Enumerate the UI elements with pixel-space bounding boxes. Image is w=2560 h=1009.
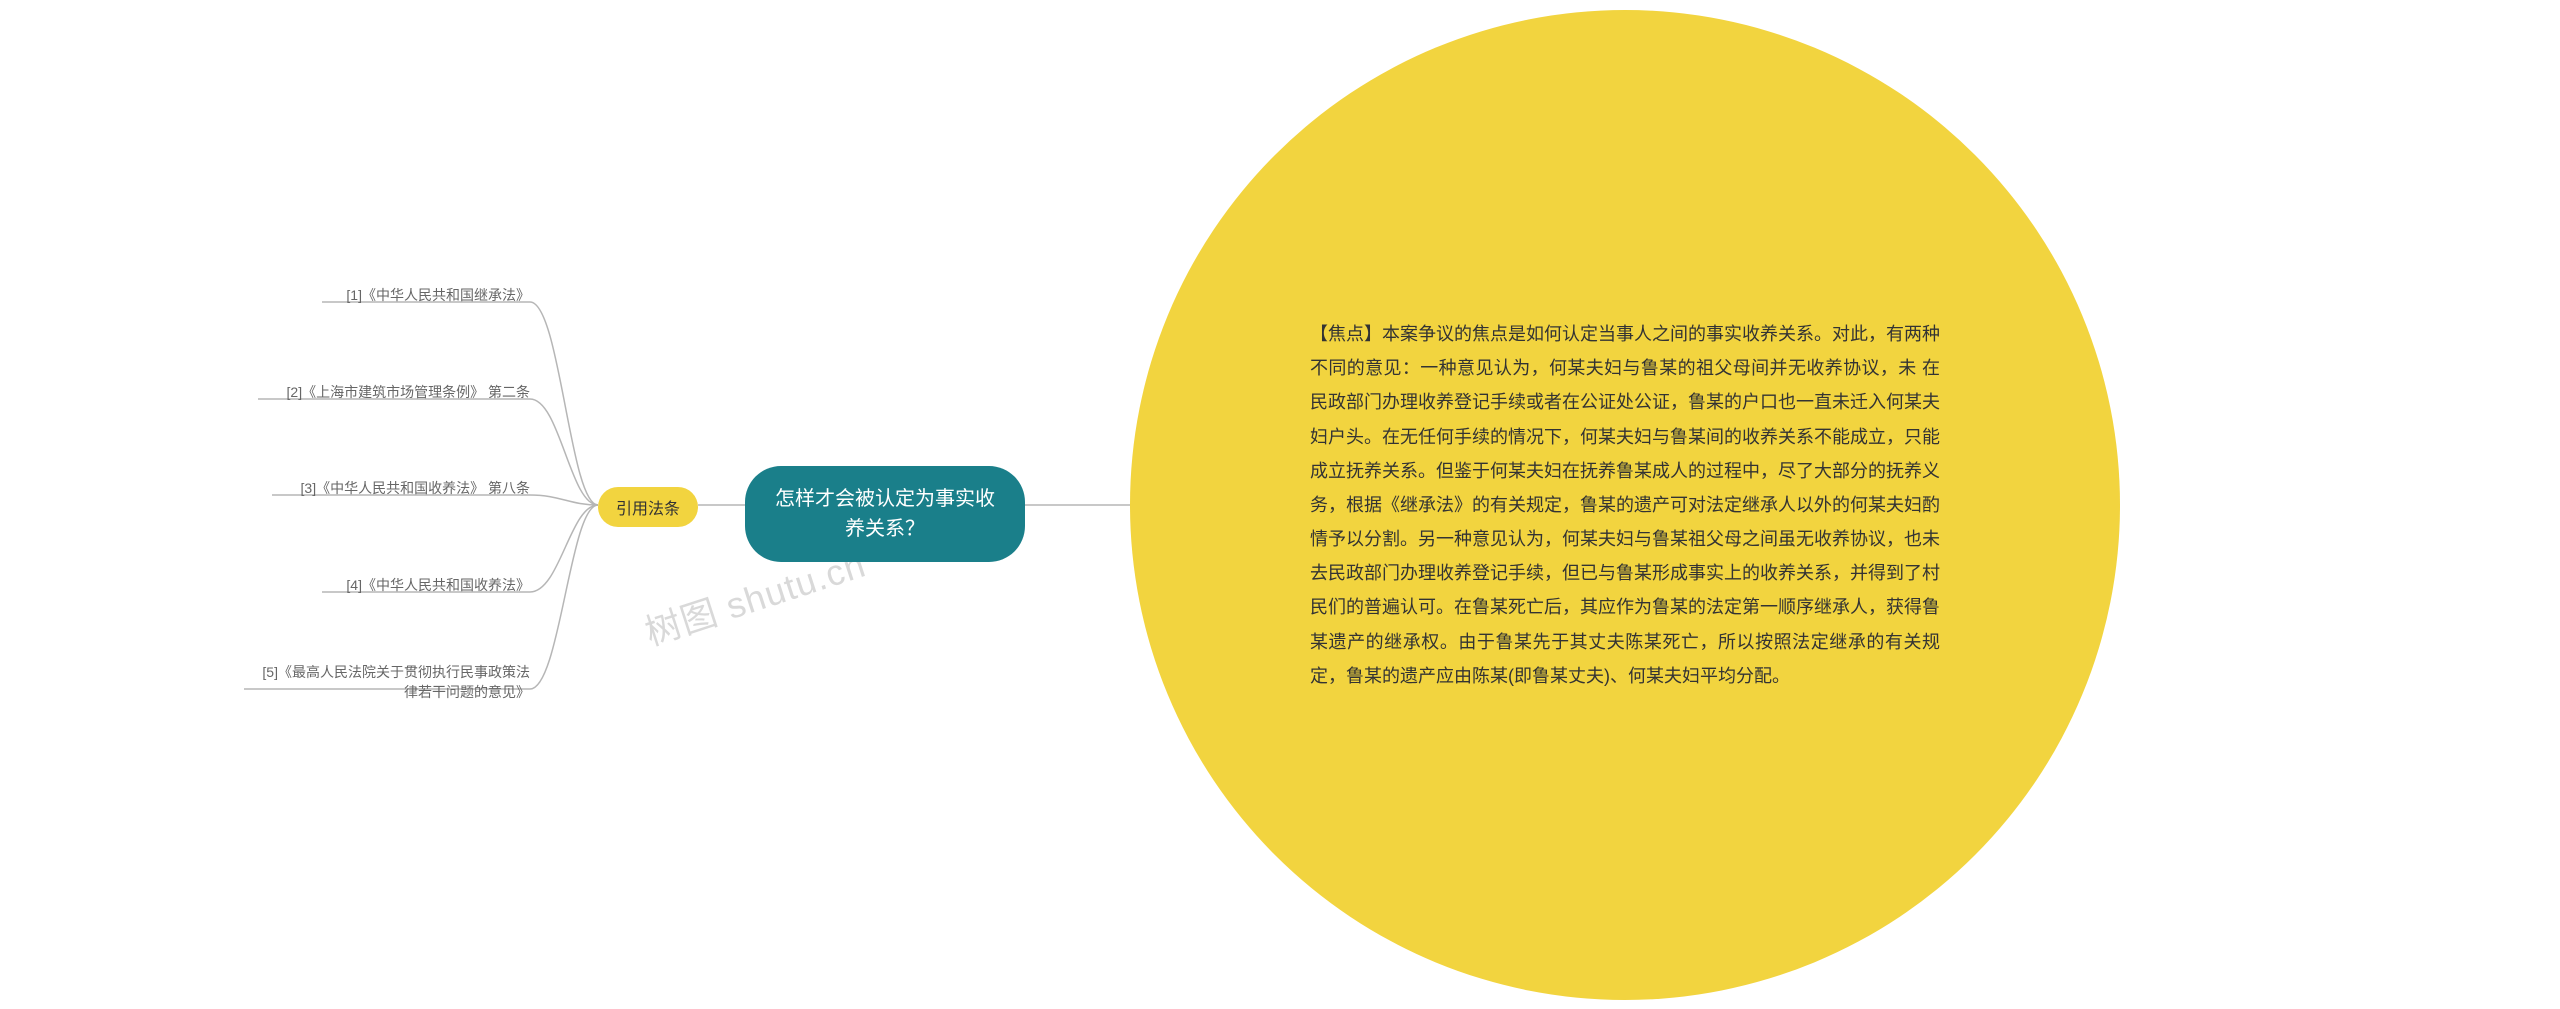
leaf-citation-5[interactable]: [5]《最高人民法院关于贯彻执行民事政策法律若干问题的意见》 (248, 663, 530, 702)
leaf-citation-4[interactable]: [4]《中华人民共和国收养法》 (325, 576, 530, 596)
leaf-citation-2[interactable]: [2]《上海市建筑市场管理条例》 第二条 (262, 383, 530, 403)
center-topic[interactable]: 怎样才会被认定为事实收养关系？ (745, 466, 1025, 562)
leaf-citation-3[interactable]: [3]《中华人民共和国收养法》 第八条 (276, 479, 530, 499)
mindmap-canvas: 树图 shutu.cn 树shutu.cn 怎样才会被认定为事实收养关系？ 引用… (0, 0, 2560, 1009)
left-branch-node[interactable]: 引用法条 (598, 487, 698, 527)
leaf-citation-1[interactable]: [1]《中华人民共和国继承法》 (325, 286, 530, 306)
right-branch-text: 【焦点】本案争议的焦点是如何认定当事人之间的事实收养关系。对此，有两种不同的意见… (1190, 317, 2060, 693)
right-branch-detail[interactable]: 【焦点】本案争议的焦点是如何认定当事人之间的事实收养关系。对此，有两种不同的意见… (1130, 10, 2120, 1000)
